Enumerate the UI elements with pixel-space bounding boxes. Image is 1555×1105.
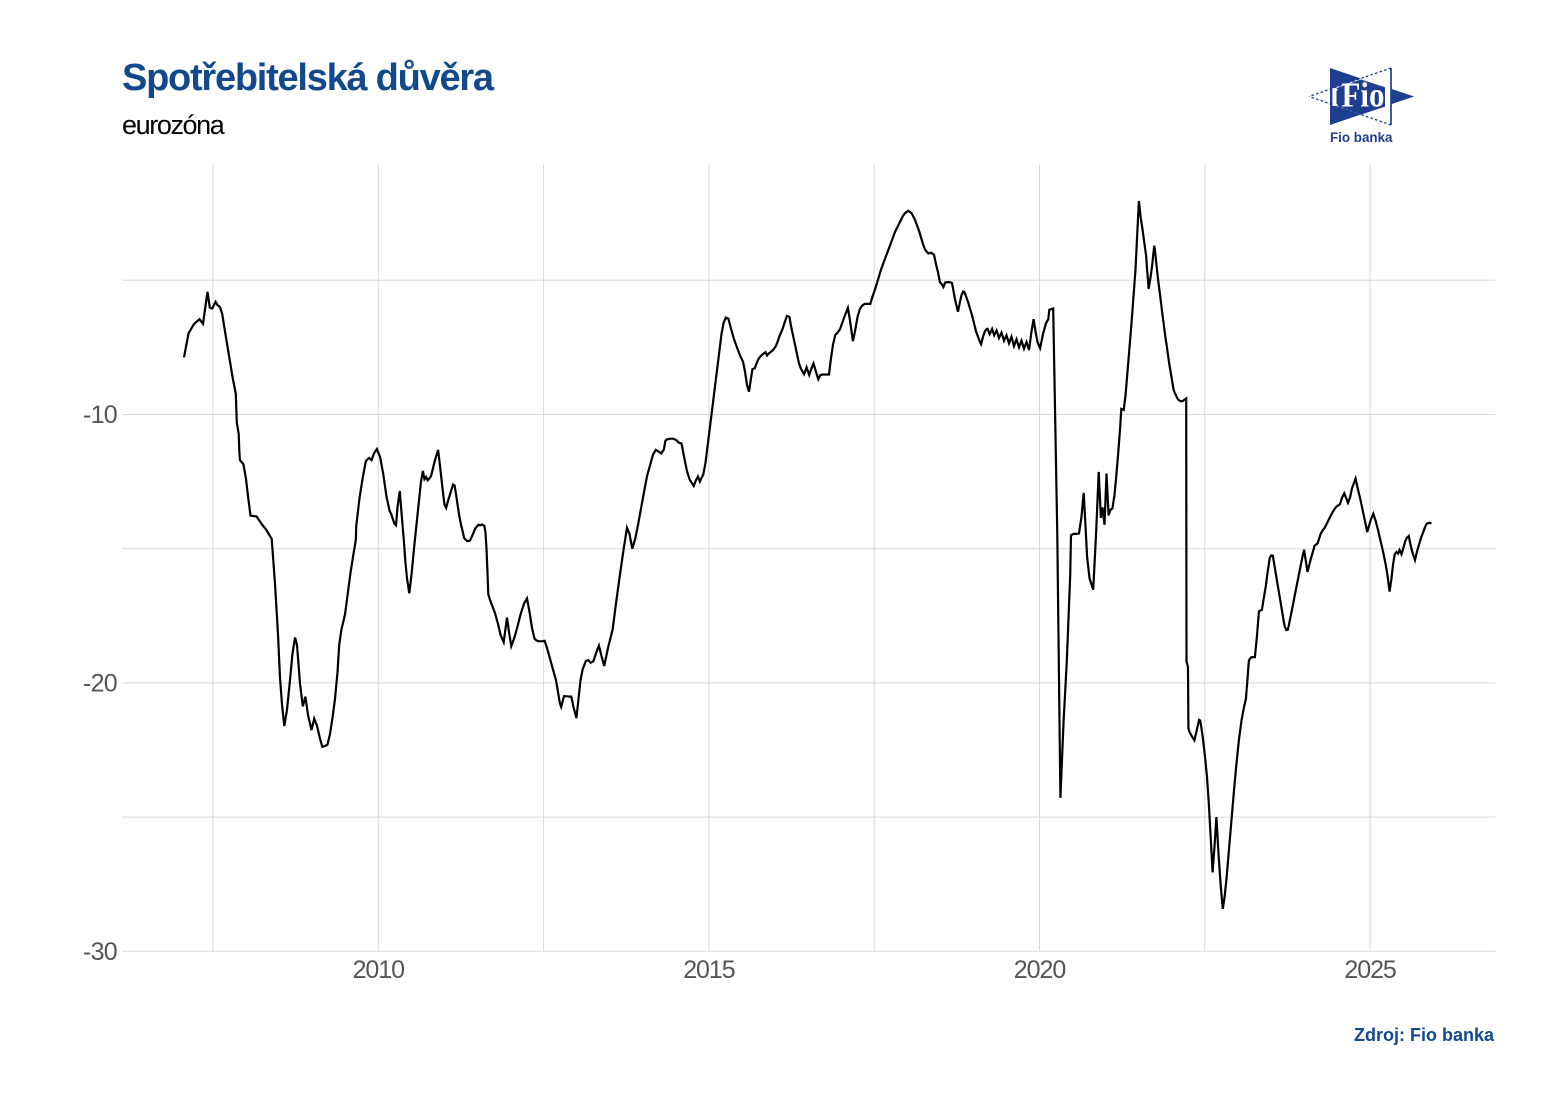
svg-text:-10: -10 — [83, 401, 117, 429]
svg-text:Spotřebitelská důvěra: Spotřebitelská důvěra — [122, 57, 495, 99]
svg-text:-30: -30 — [83, 938, 117, 966]
svg-text:Zdroj: Fio banka: Zdroj: Fio banka — [1354, 1025, 1495, 1045]
svg-text:2015: 2015 — [683, 956, 735, 984]
svg-text:eurozóna: eurozóna — [122, 110, 226, 140]
svg-text:2020: 2020 — [1014, 956, 1066, 984]
svg-text:-20: -20 — [83, 670, 117, 698]
svg-text:2010: 2010 — [353, 956, 405, 984]
svg-text:Fio banka: Fio banka — [1330, 130, 1393, 145]
svg-text:Fio: Fio — [1342, 75, 1385, 114]
svg-text:2025: 2025 — [1344, 956, 1396, 984]
